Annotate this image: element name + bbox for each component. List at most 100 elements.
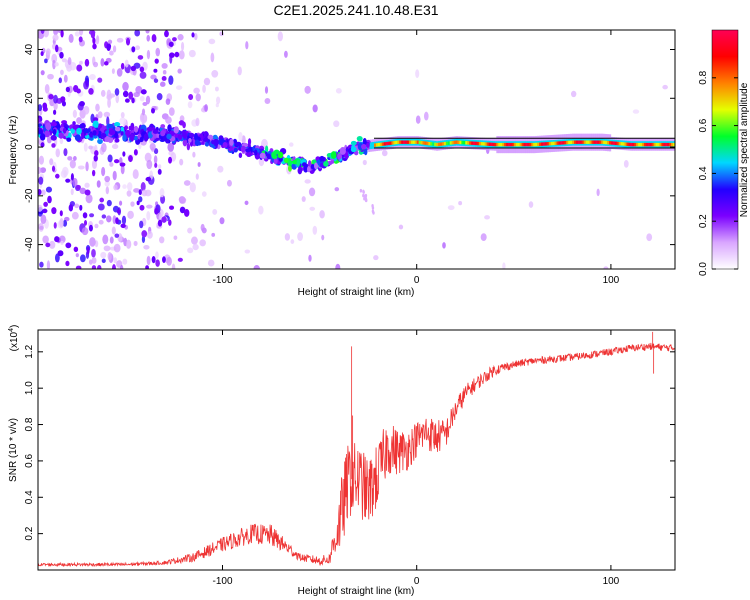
spectrogram-cell bbox=[128, 91, 134, 100]
spectrogram-cell bbox=[109, 236, 114, 244]
spectrogram-cell bbox=[356, 135, 363, 142]
spectrogram-cell bbox=[264, 98, 271, 104]
spectrogram-cell bbox=[65, 242, 72, 249]
spectrogram-cell bbox=[97, 264, 102, 269]
spectrogram-cell bbox=[53, 101, 58, 110]
spectrogram-cell bbox=[46, 136, 52, 144]
snr-multiplier-exponent: 4 bbox=[8, 328, 15, 332]
spectrogram-cell bbox=[665, 142, 668, 147]
spectrogram-cell bbox=[383, 142, 386, 146]
spectrogram-cell bbox=[70, 127, 75, 134]
spectrogram-cell bbox=[179, 158, 184, 166]
spectrogram-cell bbox=[266, 153, 271, 160]
spectrogram-cell bbox=[364, 195, 367, 199]
spectrogram-cell bbox=[191, 32, 195, 38]
spectrogram-cell bbox=[100, 89, 106, 97]
spectrogram-cell bbox=[53, 109, 57, 115]
spectrogram-cell bbox=[60, 69, 64, 76]
spectrogram-cell bbox=[138, 189, 142, 196]
spectrogram-cell bbox=[45, 48, 51, 56]
spectrogram-cell bbox=[416, 140, 419, 144]
spectrogram-cell bbox=[146, 34, 150, 42]
spectrogram-cell bbox=[455, 140, 458, 144]
spectrogram-cell bbox=[393, 140, 396, 145]
spectrogram-cell bbox=[304, 85, 311, 94]
spectrogram-cell bbox=[273, 149, 280, 155]
spectrogram-cell bbox=[141, 108, 146, 116]
spectrogram-cell bbox=[151, 107, 155, 114]
spectrogram-cell bbox=[284, 233, 291, 241]
spectrogram-cell bbox=[174, 51, 180, 58]
spectrogram-cell bbox=[207, 259, 215, 267]
spectrogram-cell bbox=[97, 123, 103, 129]
spectrogram-cell bbox=[373, 143, 377, 147]
spectrogram-cell bbox=[337, 153, 342, 160]
spectrogram-cell bbox=[91, 248, 96, 258]
spectrogram-cell bbox=[125, 129, 131, 137]
spectrogram-cell bbox=[120, 62, 125, 70]
spectrogram-cell bbox=[72, 156, 77, 161]
spectrogram-cell bbox=[106, 199, 112, 207]
spectrogram-cell bbox=[86, 246, 90, 255]
spectrogram-cell bbox=[142, 101, 148, 106]
spectrogram-cell bbox=[61, 101, 66, 107]
spectrogram-cell bbox=[391, 141, 394, 145]
spectrogram-cell bbox=[89, 213, 95, 218]
spectrogram-cell bbox=[643, 142, 647, 147]
spectrogram-cell bbox=[89, 237, 96, 247]
spectrogram-cell bbox=[216, 96, 221, 105]
spectrogram-cell bbox=[556, 141, 559, 145]
spectrogram-cell bbox=[104, 61, 109, 66]
spectrogram-cell bbox=[143, 245, 150, 250]
spectrogram-cell bbox=[140, 89, 147, 95]
spectrogram-cell bbox=[359, 188, 363, 193]
spectrogram-cell bbox=[362, 159, 367, 166]
spectrogram-cell bbox=[124, 59, 129, 68]
spectrogram-cell bbox=[304, 179, 311, 184]
spectrogram-cell bbox=[105, 186, 110, 195]
spectrogram-cell bbox=[379, 142, 383, 147]
spectrogram-cell bbox=[523, 142, 526, 147]
spectrogram-cell bbox=[104, 175, 111, 183]
spectrogram-cell bbox=[183, 208, 190, 217]
spectrogram-cell bbox=[640, 142, 643, 147]
spectrogram-cell bbox=[141, 230, 148, 238]
spectrogram-cell bbox=[135, 45, 141, 51]
spectrogram-cell bbox=[139, 204, 145, 211]
spectrogram-cell bbox=[83, 80, 89, 90]
spectrogram-cell bbox=[91, 265, 97, 269]
spectrogram-cell bbox=[482, 142, 485, 146]
spectrogram-cell bbox=[139, 66, 145, 73]
spectrogram-cell bbox=[119, 264, 124, 269]
spectrogram-cell bbox=[548, 141, 551, 146]
spectrogram-cell bbox=[98, 219, 104, 225]
spectrogram-cell bbox=[147, 230, 153, 239]
snr-xtick-label: 100 bbox=[603, 576, 620, 587]
spectrogram-cell bbox=[350, 140, 357, 146]
spectrogram-cell bbox=[474, 141, 478, 146]
spectrogram-cell bbox=[127, 182, 133, 191]
spectrogram-cell bbox=[91, 169, 96, 177]
spectrogram-cell bbox=[370, 142, 373, 150]
spectrogram-cell bbox=[544, 142, 548, 146]
spectrogram-cell bbox=[603, 140, 606, 145]
spectrogram-cell bbox=[277, 31, 283, 42]
spectrogram-cell bbox=[488, 142, 491, 146]
spectrogram-cell bbox=[66, 137, 72, 142]
spectrogram-panel: -100 0 100 -40 -20 0 20 40 Height of straight l… bbox=[8, 29, 676, 298]
spectrogram-cell bbox=[159, 187, 165, 198]
spectrogram-cell bbox=[153, 68, 158, 73]
spectrogram-cell bbox=[90, 30, 96, 39]
spectrogram-cell bbox=[122, 81, 129, 91]
spectrogram-cell bbox=[459, 140, 462, 145]
spectrogram-cell bbox=[235, 141, 242, 147]
spectrogram-cell bbox=[476, 141, 480, 146]
spectrogram-cell bbox=[65, 86, 71, 93]
spectrogram-cell bbox=[164, 30, 169, 38]
spectrogram-cell bbox=[211, 140, 215, 145]
spectrogram-cell bbox=[377, 142, 381, 147]
spectrogram-cell bbox=[542, 142, 546, 146]
spectrogram-cell bbox=[540, 142, 544, 146]
spectrogram-cell bbox=[70, 188, 74, 196]
